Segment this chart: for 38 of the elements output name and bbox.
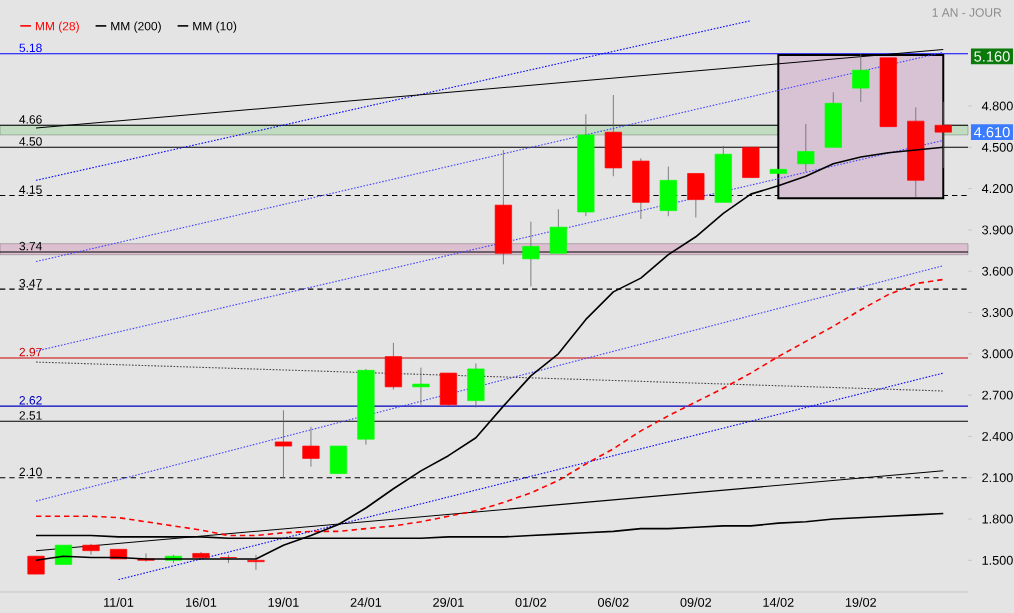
ref-line-label: 4.50: [19, 137, 42, 146]
y-tick-label: 2.400: [982, 431, 1013, 441]
ref-line-label: 3.47: [19, 279, 42, 288]
legend-label: MM (28): [35, 21, 79, 33]
x-tick-label: 01/02: [515, 597, 547, 607]
x-tick-label: 29/01: [433, 597, 464, 607]
y-tick-label: 3.600: [982, 266, 1013, 276]
x-tick-label: 16/01: [186, 597, 217, 607]
ref-line-label: 2.97: [19, 347, 42, 357]
annotation: 4.610: [973, 126, 1010, 138]
text: 1 AN - JOUR: [932, 8, 1002, 17]
x-tick-label: 19/02: [845, 597, 876, 607]
ref-line-label: 2.10: [19, 467, 42, 477]
y-tick-label: 3.900: [982, 225, 1013, 235]
legend-label: MM (10): [193, 21, 237, 33]
legend-label: MM (200): [111, 21, 161, 33]
x-tick-label: 14/02: [763, 597, 794, 607]
x-tick-label: 11/01: [104, 597, 134, 607]
ref-line-label: 4.66: [19, 115, 42, 124]
ref-line-label: 5.18: [19, 43, 42, 53]
y-tick-label: 4.200: [981, 184, 1013, 194]
ref-line-label: 2.62: [19, 396, 42, 405]
ref-line-label: 4.15: [19, 185, 42, 194]
ref-line-label: 3.74: [19, 241, 42, 251]
x-tick-label: 09/02: [680, 597, 712, 607]
x-tick-label: 24/01: [350, 597, 382, 607]
y-tick-label: 4.800: [981, 101, 1013, 111]
y-tick-label: 2.100: [982, 473, 1013, 483]
y-tick-label: 2.700: [982, 390, 1013, 400]
x-tick-label: 06/02: [598, 597, 629, 607]
ref-line-label: 2.51: [19, 411, 42, 420]
y-tick-label: 1.800: [982, 514, 1013, 524]
y-tick-label: 4.500: [981, 142, 1013, 152]
x-tick-label: 19/01: [268, 597, 299, 607]
y-tick-label: 3.300: [982, 308, 1013, 317]
annotation: 5.160: [974, 51, 1010, 62]
y-tick-label: 1.500: [982, 555, 1013, 565]
y-tick-label: 3.000: [982, 349, 1013, 359]
